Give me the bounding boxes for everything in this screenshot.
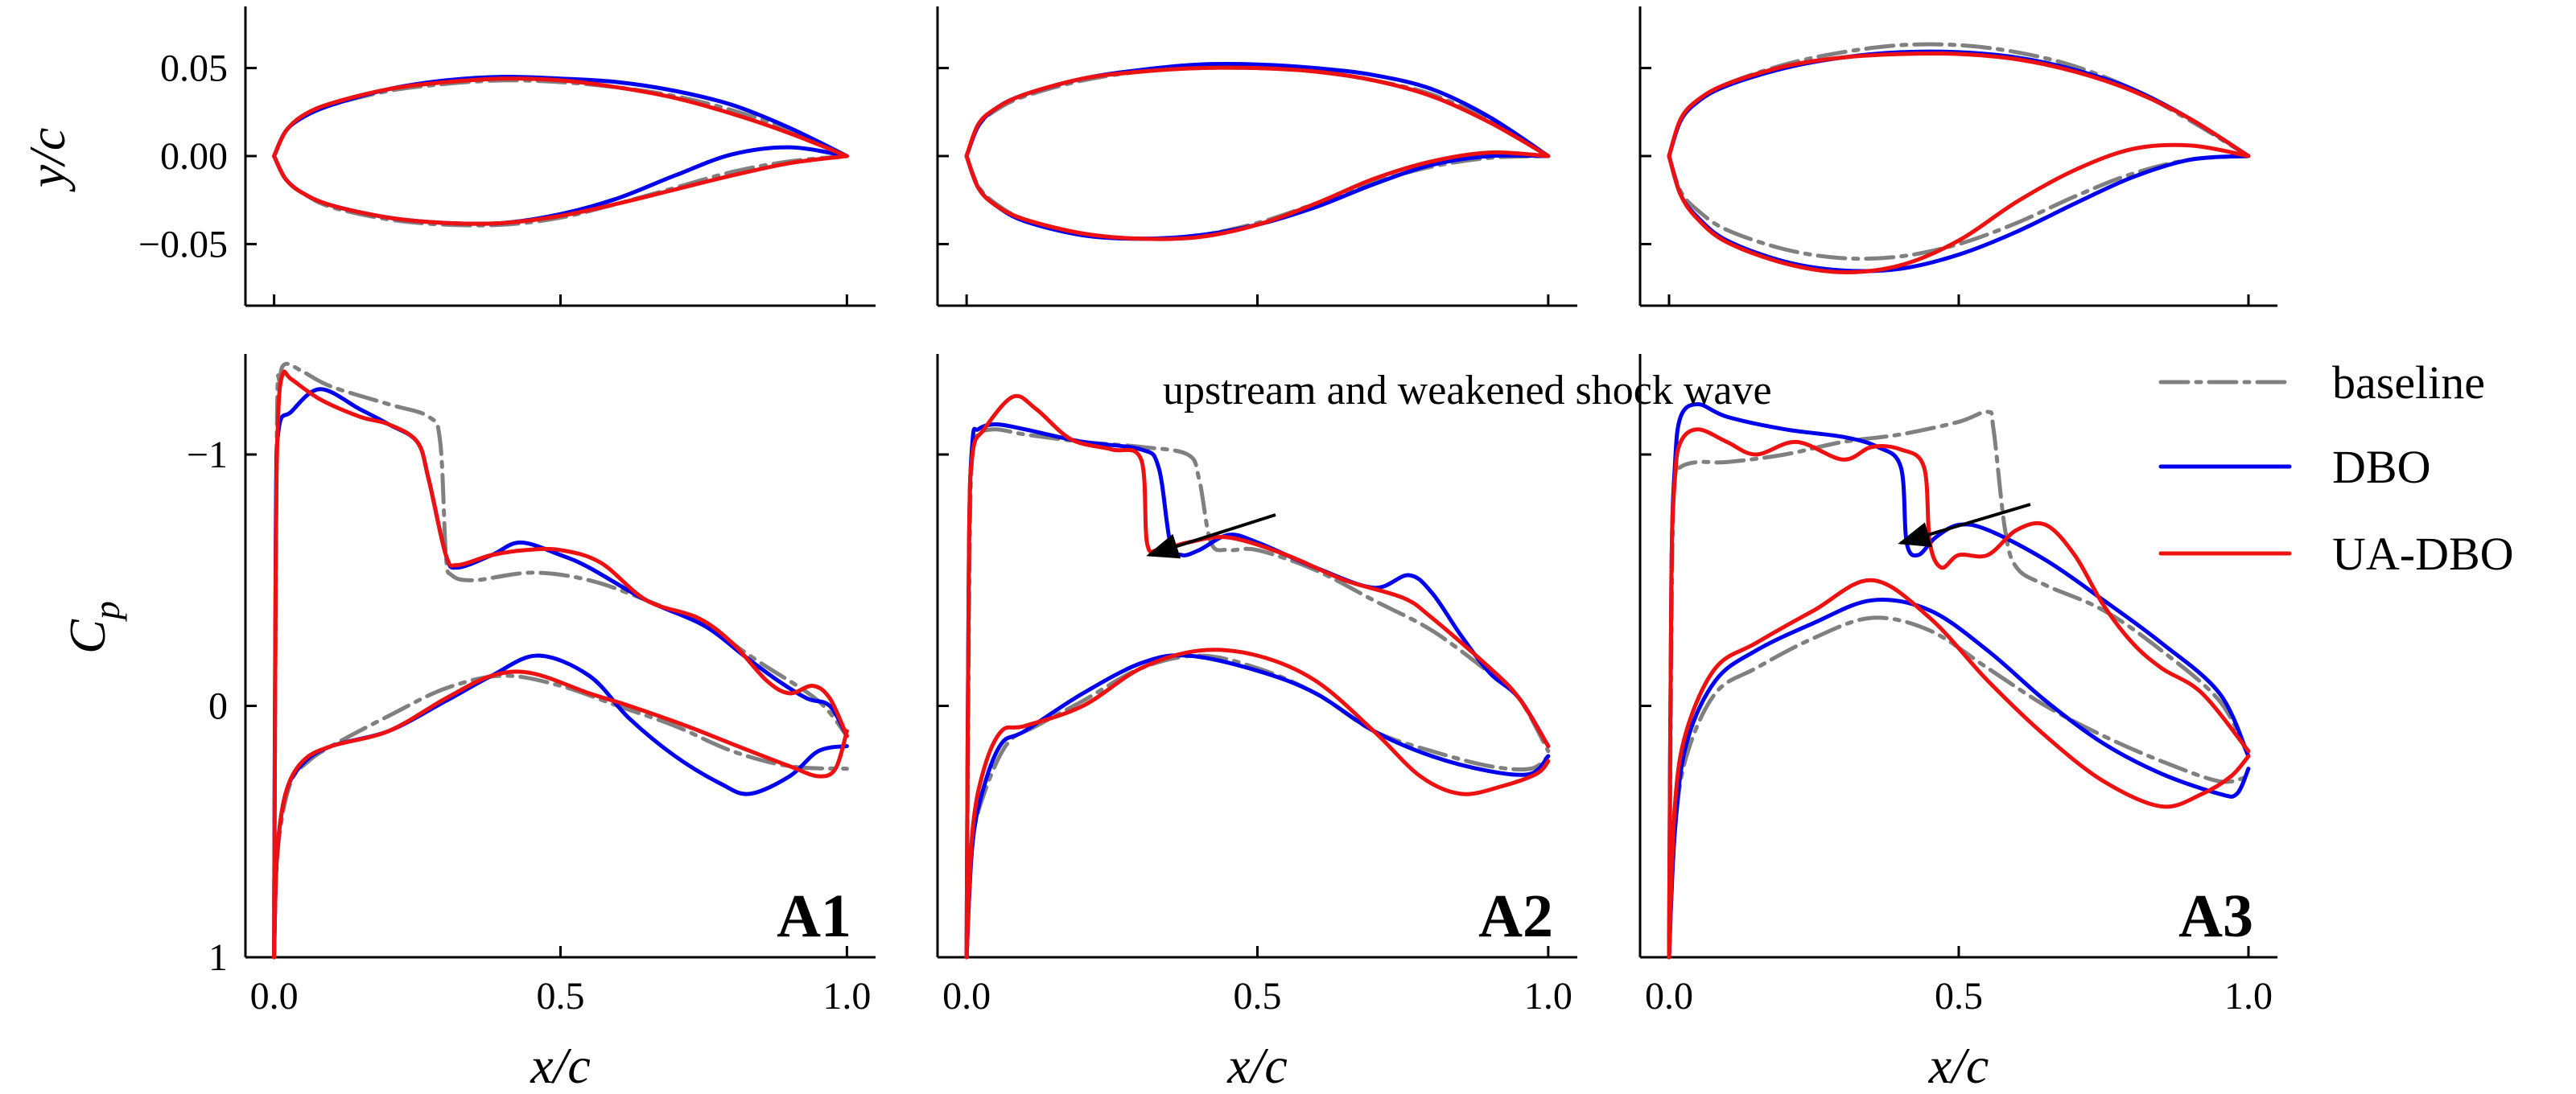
legend-label-ua-dbo: UA-DBO bbox=[2332, 528, 2514, 580]
shape-y-tick-label: −0.05 bbox=[138, 223, 228, 265]
cp-ua-dbo-lower-line bbox=[1667, 578, 2251, 960]
x-tick-label: 0.5 bbox=[537, 975, 585, 1018]
shape-baseline-upper-line bbox=[964, 65, 1551, 158]
cp-y-tick-label: −1 bbox=[187, 434, 228, 476]
shape-panel-a2 bbox=[936, 6, 1577, 307]
annotation-arrow-a3 bbox=[1898, 503, 2031, 548]
cp-y-tick-label: 0 bbox=[208, 685, 228, 728]
cp-dbo-lower-line bbox=[1667, 598, 2251, 960]
cp-baseline-upper-line bbox=[964, 427, 1551, 960]
annotation-arrow-a2 bbox=[1146, 513, 1276, 559]
cp-y-tick-label: 1 bbox=[208, 936, 228, 979]
shape-baseline-lower-line bbox=[1667, 154, 2251, 261]
x-tick-label: 1.0 bbox=[2224, 975, 2273, 1018]
legend: baseline DBO UA-DBO bbox=[2158, 356, 2514, 580]
cp-ua-dbo-upper-line bbox=[964, 393, 1551, 960]
cp-panel-a3: 0.0 0.5 1.0 A3 bbox=[1638, 354, 2277, 1018]
cp-baseline-upper-line bbox=[1667, 409, 2251, 960]
x-axis-label: x/c bbox=[1928, 1037, 1989, 1094]
x-tick-label: 0.0 bbox=[942, 975, 991, 1018]
x-tick-label: 1.0 bbox=[822, 975, 871, 1018]
cp-baseline-lower-line bbox=[272, 673, 849, 909]
x-tick-label: 0.0 bbox=[250, 975, 299, 1018]
x-axis-label: x/c bbox=[530, 1037, 591, 1094]
legend-label-baseline: baseline bbox=[2332, 356, 2485, 409]
shape-panel-a1: 0.05 0.00 −0.05 bbox=[138, 6, 876, 307]
shape-ua-dbo-lower-line bbox=[964, 150, 1551, 241]
shape-panel-a3 bbox=[1638, 6, 2277, 307]
case-label-a1: A1 bbox=[777, 882, 851, 950]
cp-baseline-upper-line bbox=[272, 361, 849, 909]
cp-ua-dbo-upper-line bbox=[1667, 427, 2251, 960]
shape-ua-dbo-upper-line bbox=[964, 65, 1551, 158]
annotation-text: upstream and weakened shock wave bbox=[1163, 368, 1772, 413]
x-tick-label: 0.5 bbox=[1234, 975, 1282, 1018]
cp-y-axis-label: Cp bbox=[59, 601, 127, 654]
shape-ua-dbo-lower-line bbox=[272, 154, 849, 226]
shape-dbo-upper-line bbox=[272, 74, 849, 158]
cp-panel-a1: 0.0 0.5 1.0 −1 0 1 A1 bbox=[187, 354, 876, 1018]
x-tick-label: 0.5 bbox=[1935, 975, 1983, 1018]
cp-ua-dbo-upper-line bbox=[272, 369, 849, 960]
cp-baseline-lower-line bbox=[964, 653, 1551, 960]
shape-baseline-upper-line bbox=[1667, 42, 2251, 158]
case-label-a2: A2 bbox=[1478, 882, 1553, 950]
shape-y-tick-label: 0.00 bbox=[160, 135, 228, 178]
cp-y-axis-label-main: C bbox=[59, 619, 116, 654]
shape-baseline-upper-line bbox=[272, 78, 849, 158]
case-label-a3: A3 bbox=[2178, 882, 2253, 950]
cp-ua-dbo-lower-line bbox=[272, 669, 849, 960]
cp-dbo-upper-line bbox=[964, 422, 1551, 960]
shape-y-axis-label: y/c bbox=[19, 128, 76, 193]
cp-dbo-lower-line bbox=[272, 653, 849, 960]
shape-ua-dbo-upper-line bbox=[1667, 51, 2251, 158]
cp-dbo-upper-line bbox=[1667, 402, 2251, 960]
cp-dbo-lower-line bbox=[964, 653, 1551, 960]
x-tick-label: 0.0 bbox=[1645, 975, 1693, 1018]
x-tick-label: 1.0 bbox=[1524, 975, 1572, 1018]
shape-ua-dbo-upper-line bbox=[272, 76, 849, 158]
cp-baseline-lower-line bbox=[1667, 615, 2251, 960]
cp-panel-a2: 0.0 0.5 1.0 A2 bbox=[936, 354, 1577, 1018]
shape-ua-dbo-lower-line bbox=[1667, 142, 2251, 274]
shape-y-tick-label: 0.05 bbox=[160, 47, 228, 90]
x-axis-label: x/c bbox=[1226, 1037, 1288, 1094]
cp-ua-dbo-lower-line bbox=[964, 648, 1551, 960]
cp-y-axis-label-subscript: p bbox=[86, 601, 127, 622]
legend-label-dbo: DBO bbox=[2332, 441, 2430, 493]
